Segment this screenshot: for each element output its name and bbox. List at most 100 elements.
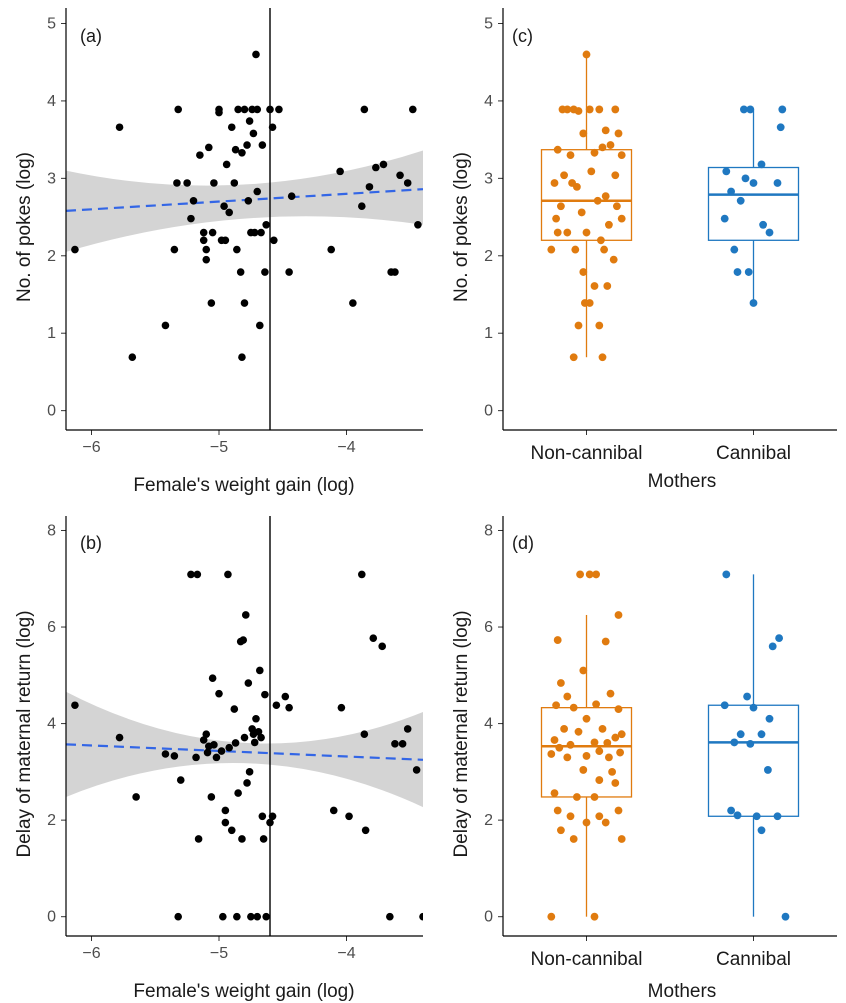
data-point — [757, 730, 766, 739]
data-point — [579, 766, 588, 774]
data-point — [199, 736, 208, 744]
data-point — [590, 282, 599, 290]
data-point — [590, 912, 599, 921]
box-non-cannibal — [540, 50, 633, 362]
y-tick-label: 6 — [484, 619, 493, 636]
panel-c-tag: (c) — [512, 26, 533, 46]
x-tick-label: −5 — [210, 439, 228, 456]
data-point — [409, 105, 417, 114]
data-point — [720, 701, 729, 710]
data-point — [722, 570, 731, 579]
data-point — [252, 50, 260, 59]
data-point — [566, 151, 575, 160]
data-point — [757, 160, 766, 169]
data-point — [614, 806, 623, 815]
plot-c-content: Non-cannibal Cannibal 0 1 2 3 4 5 — [484, 8, 837, 464]
data-point — [234, 789, 242, 797]
box-body — [707, 704, 800, 817]
data-point — [238, 148, 246, 157]
data-point — [230, 179, 239, 187]
data-point — [262, 912, 270, 921]
panel-c: Non-cannibal Cannibal 0 1 2 3 4 5 (c) Mothers N… — [451, 8, 837, 492]
data-point — [736, 196, 745, 205]
panel-a-tag: (a) — [80, 26, 102, 46]
data-point — [244, 197, 253, 205]
data-point — [617, 730, 626, 739]
data-point — [563, 753, 572, 762]
y-tick-label: 0 — [47, 403, 56, 420]
y-tick-label: 4 — [47, 716, 56, 733]
data-point — [582, 50, 591, 59]
data-point — [174, 105, 182, 114]
data-point — [775, 634, 783, 643]
data-point — [391, 268, 399, 276]
confidence-band — [66, 691, 423, 808]
y-axis-title-b: Delay of maternal return (log) — [14, 610, 35, 857]
data-point — [241, 611, 250, 619]
data-point — [601, 637, 610, 646]
data-point — [773, 179, 782, 187]
data-point — [378, 642, 387, 651]
y-tick-label: 3 — [47, 170, 56, 187]
data-point — [253, 105, 262, 114]
data-point — [617, 151, 626, 160]
data-point — [132, 793, 140, 801]
data-point — [238, 835, 246, 843]
y-tick-label: 5 — [47, 15, 56, 32]
data-point — [222, 160, 231, 169]
data-point — [253, 187, 262, 196]
data-point — [187, 214, 195, 223]
data-point — [566, 812, 575, 821]
data-point — [194, 835, 203, 843]
data-point — [221, 236, 230, 245]
data-point — [285, 268, 293, 276]
data-point — [609, 255, 618, 264]
x-tick-label: Cannibal — [716, 949, 791, 970]
data-point — [176, 776, 185, 784]
data-point — [205, 143, 213, 152]
data-point — [778, 105, 787, 114]
data-point — [327, 245, 336, 254]
y-tick-label: 8 — [47, 522, 56, 539]
y-tick-label: 0 — [484, 403, 493, 420]
data-point — [582, 818, 591, 827]
data-point — [741, 174, 750, 183]
x-tick-label: −4 — [337, 439, 355, 456]
x-tick-label: −6 — [82, 439, 100, 456]
data-point — [391, 740, 399, 748]
data-point — [733, 811, 742, 820]
data-point — [221, 806, 230, 815]
data-point — [358, 202, 366, 211]
data-point — [240, 105, 249, 114]
y-tick-label: 2 — [484, 248, 493, 265]
data-point — [161, 321, 170, 330]
data-point — [115, 733, 124, 742]
data-point — [592, 700, 600, 709]
box-body — [540, 707, 633, 798]
x-tick-label: −6 — [82, 945, 100, 962]
data-point — [210, 741, 218, 749]
plot-b-content: −6 −5 −4 0 2 4 6 8 — [47, 516, 423, 962]
data-point — [349, 299, 357, 307]
data-point — [189, 197, 198, 205]
data-point — [730, 245, 739, 254]
data-point — [161, 750, 170, 758]
data-point — [560, 724, 568, 733]
data-point — [208, 674, 217, 683]
data-point — [336, 167, 344, 176]
data-point — [547, 245, 556, 254]
data-point — [553, 806, 562, 815]
confidence-band — [66, 150, 423, 252]
x-tick-label: −5 — [210, 945, 228, 962]
data-point — [183, 179, 191, 187]
data-point — [614, 705, 623, 714]
data-point — [193, 570, 202, 579]
trend-line — [66, 743, 423, 761]
panel-b-tag: (b) — [80, 533, 102, 553]
data-point — [262, 221, 270, 229]
data-point — [552, 701, 560, 710]
data-point — [202, 730, 211, 739]
x-tick-label: −4 — [337, 945, 355, 962]
data-point — [217, 747, 226, 755]
data-point — [576, 570, 584, 579]
